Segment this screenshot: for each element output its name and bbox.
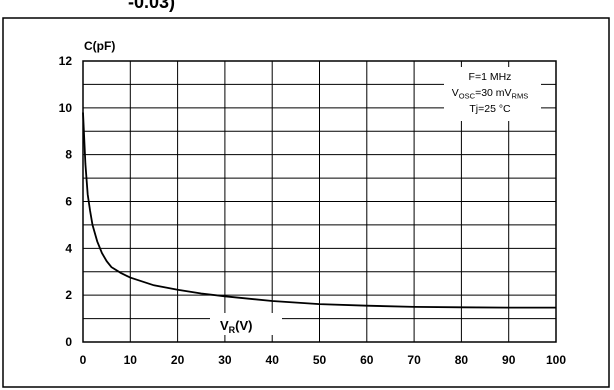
x-tick-labels: 0 10 20 30 40 50 60 70 80 90 100	[80, 353, 567, 367]
y-tick-label: 2	[65, 288, 72, 302]
x-tick-label: 50	[313, 353, 327, 367]
x-tick-label: 30	[218, 353, 232, 367]
y-tick-label: 6	[65, 195, 72, 209]
y-tick-label: 0	[65, 335, 72, 349]
x-tick-label: 10	[124, 353, 138, 367]
x-tick-label: 40	[266, 353, 280, 367]
y-axis-title: C(pF)	[84, 39, 115, 53]
condition-junction-temp: Tj=25 °C	[469, 103, 511, 115]
y-tick-label: 4	[65, 241, 72, 255]
heading-fragment: -0.03)	[128, 0, 175, 12]
x-tick-label: 70	[407, 353, 421, 367]
y-tick-label: 8	[65, 148, 72, 162]
x-tick-label: 20	[171, 353, 185, 367]
y-tick-labels: 0 2 4 6 8 10 12	[59, 54, 73, 349]
y-tick-label: 10	[59, 101, 73, 115]
y-tick-label: 12	[59, 54, 73, 68]
x-tick-label: 90	[502, 353, 516, 367]
condition-frequency: F=1 MHz	[469, 71, 512, 83]
x-tick-label: 0	[80, 353, 87, 367]
x-axis-title: VR(V)	[220, 318, 253, 335]
x-tick-label: 60	[360, 353, 374, 367]
x-tick-label: 80	[455, 353, 469, 367]
x-tick-label: 100	[546, 353, 566, 367]
